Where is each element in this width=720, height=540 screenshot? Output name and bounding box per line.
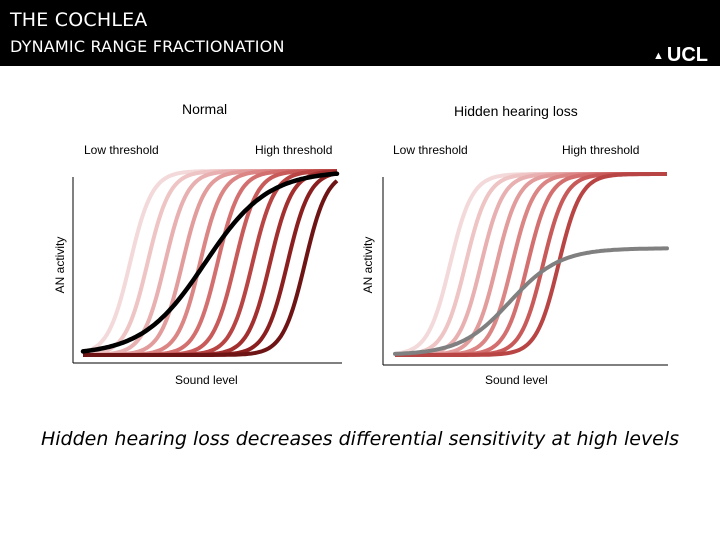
fiber-curve [395, 172, 667, 357]
logo-text: UCL [666, 44, 708, 66]
normal-panel [72, 169, 342, 364]
panel-title-normal: Normal [182, 101, 228, 117]
fiber-curve [83, 169, 338, 357]
fiber-curve [83, 179, 339, 357]
low-threshold-label-normal: Low threshold [84, 143, 159, 157]
high-threshold-label-normal: High threshold [255, 143, 333, 157]
high-threshold-label-hidden: High threshold [562, 143, 640, 157]
fiber-curves-hidden [394, 172, 667, 357]
fiber-curve [83, 171, 338, 357]
fiber-curve [82, 169, 337, 357]
panel-title-hidden-loss: Hidden hearing loss [454, 103, 578, 119]
summary-curve-hidden [393, 246, 669, 356]
crest-icon: ▲ [653, 49, 664, 62]
slide-title: THE COCHLEA [10, 9, 148, 31]
slide-subtitle: DYNAMIC RANGE FRACTIONATION [10, 37, 285, 56]
ucl-logo: ▲ UCL [653, 44, 708, 67]
fiber-curve [83, 169, 337, 357]
summary-curve-normal [80, 171, 340, 354]
fiber-curve [395, 172, 667, 357]
fiber-curve [83, 169, 337, 357]
x-axis-label-normal: Sound level [175, 373, 238, 387]
fiber-curves-normal [82, 169, 339, 357]
fiber-curve [82, 169, 337, 355]
hidden-loss-panel [382, 172, 669, 366]
x-axis-label-hidden: Sound level [485, 373, 548, 387]
title-bar: THE COCHLEA DYNAMIC RANGE FRACTIONATION … [0, 0, 720, 66]
fiber-curve [83, 169, 337, 357]
fiber-curve [83, 169, 337, 357]
slide-caption: Hidden hearing loss decreases differenti… [40, 428, 680, 450]
low-threshold-label-hidden: Low threshold [393, 143, 468, 157]
fiber-curve [83, 169, 337, 357]
fiber-curve [83, 169, 337, 357]
